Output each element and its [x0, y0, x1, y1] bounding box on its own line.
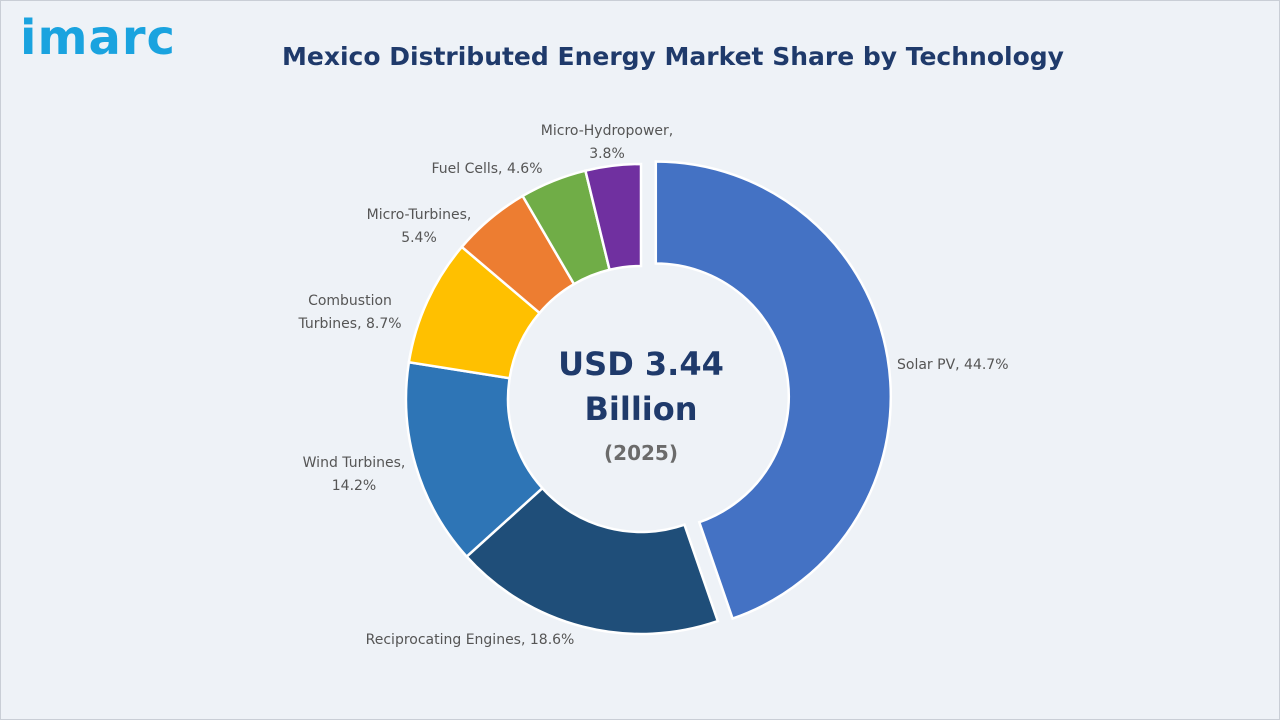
slice-micro-hydropower	[583, 162, 643, 272]
label-micro-turbines: Micro-Turbines, 5.4%	[367, 207, 472, 246]
slice-solar-pv	[654, 160, 893, 621]
label-combustion-turbines: Combustion Turbines, 8.7%	[297, 293, 401, 332]
slice-labels: Solar PV, 44.7% Reciprocating Engines, 18…	[297, 123, 1008, 648]
donut-slices	[404, 160, 893, 636]
slice-reciprocating-engines	[464, 486, 720, 636]
chart-title: Mexico Distributed Energy Market Share b…	[282, 42, 1064, 71]
label-reciprocating-engines: Reciprocating Engines, 18.6%	[366, 632, 575, 648]
label-micro-hydropower: Micro-Hydropower, 3.8%	[541, 123, 673, 162]
label-solar-pv: Solar PV, 44.7%	[897, 357, 1009, 373]
label-fuel-cells: Fuel Cells, 4.6%	[431, 161, 542, 177]
imarc-logo: imarc	[20, 10, 176, 66]
center-unit: Billion	[584, 390, 697, 428]
center-value: USD 3.44	[558, 345, 724, 383]
label-wind-turbines: Wind Turbines, 14.2%	[303, 455, 406, 494]
center-year: (2025)	[604, 441, 678, 465]
